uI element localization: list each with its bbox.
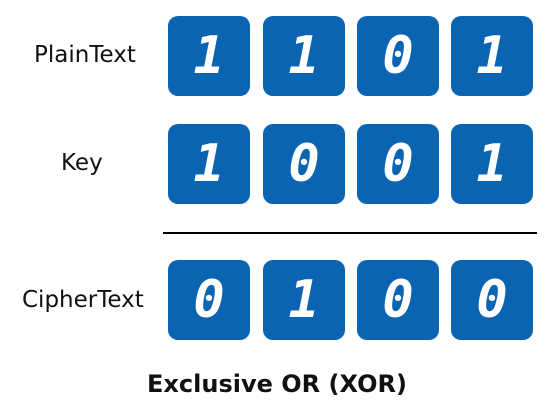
result-divider-line: [163, 232, 537, 234]
key-bit-box: 0: [263, 124, 345, 204]
plaintext-bit: 1: [193, 26, 225, 86]
key-bit: 0: [288, 134, 320, 194]
row-label-plaintext: PlainText: [34, 42, 136, 68]
plaintext-bit: 1: [476, 26, 508, 86]
row-label-ciphertext: CipherText: [22, 287, 144, 313]
ciphertext-bit-box: 0: [168, 260, 250, 340]
key-bit: 1: [193, 134, 225, 194]
key-bit-box: 1: [168, 124, 250, 204]
ciphertext-bit: 0: [193, 270, 225, 330]
ciphertext-bit-box: 0: [357, 260, 439, 340]
ciphertext-bit-box: 1: [263, 260, 345, 340]
plaintext-bit-box: 0: [357, 16, 439, 96]
key-bit: 1: [476, 134, 508, 194]
key-bit-box: 1: [451, 124, 533, 204]
plaintext-bit-box: 1: [168, 16, 250, 96]
key-bit-box: 0: [357, 124, 439, 204]
plaintext-bit: 0: [382, 26, 414, 86]
ciphertext-bit: 1: [288, 270, 320, 330]
plaintext-bit: 1: [288, 26, 320, 86]
plaintext-bit-box: 1: [263, 16, 345, 96]
ciphertext-bit: 0: [382, 270, 414, 330]
key-bit: 0: [382, 134, 414, 194]
ciphertext-bit: 0: [476, 270, 508, 330]
diagram-caption: Exclusive OR (XOR): [147, 370, 407, 398]
row-label-key: Key: [61, 150, 103, 176]
plaintext-bit-box: 1: [451, 16, 533, 96]
ciphertext-bit-box: 0: [451, 260, 533, 340]
